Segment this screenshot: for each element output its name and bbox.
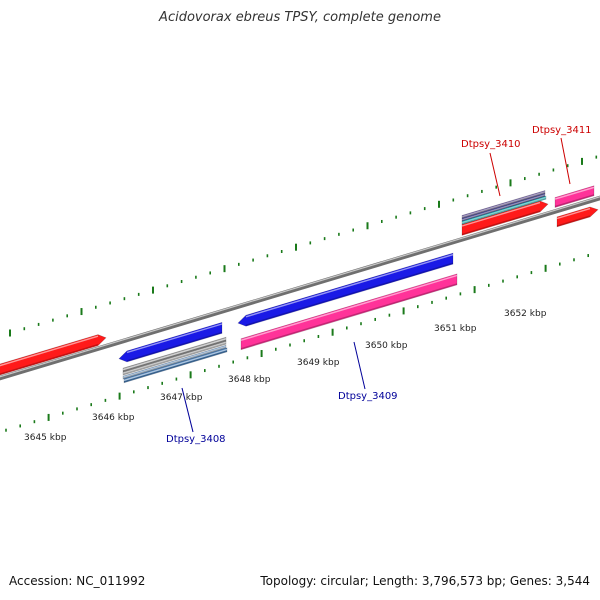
gene-track-purple (461, 190, 546, 219)
gene-label-dtpsy-3409: Dtpsy_3409 (338, 391, 398, 402)
gene-feature-pink-right (554, 185, 595, 208)
gene-feature-dtpsy-3410 (461, 200, 549, 236)
scale-label: 3651 kbp (434, 324, 477, 334)
gene-callout-line (181, 387, 194, 433)
gene-label-dtpsy-3410: Dtpsy_3410 (461, 139, 521, 150)
gene-feature-blue-left (118, 321, 223, 363)
gene-callout-line (489, 152, 501, 197)
gene-callout-line (353, 341, 366, 390)
gene-labels: Dtpsy_3408 Dtpsy_3409 Dtpsy_3410 Dtpsy_3411 (166, 125, 592, 445)
backbone-line (0, 195, 600, 381)
gene-label-dtpsy-3411: Dtpsy_3411 (532, 125, 592, 136)
genome-backbone (0, 195, 600, 381)
scale-label: 3650 kbp (365, 341, 408, 351)
map-title: Acidovorax ebreus TPSY, complete genome (159, 10, 441, 25)
scale-label: 3647 kbp (160, 393, 203, 403)
gene-feature-dtpsy-3408 (123, 347, 228, 384)
gene-feature-blue-long (237, 252, 454, 327)
scale-label: 3648 kbp (228, 375, 271, 385)
gene-feature-dtpsy-3411 (556, 206, 599, 228)
scale-label: 3645 kbp (24, 433, 67, 443)
gene-features (0, 185, 599, 384)
scale-label: 3652 kbp (504, 309, 547, 319)
gene-track-cyan (461, 195, 547, 225)
gene-track-light-steel (122, 344, 227, 380)
gene-feature-red-left (0, 334, 107, 376)
scale-ticks (5, 155, 598, 432)
accession-text: Accession: NC_011992 (9, 574, 146, 588)
genome-summary-text: Topology: circular; Length: 3,796,573 bp… (260, 574, 590, 588)
gene-track-dark (461, 193, 546, 222)
gene-callout-line (560, 137, 571, 185)
scale-label: 3646 kbp (92, 413, 135, 423)
backbone-highlight (0, 196, 600, 378)
scale-label: 3649 kbp (297, 358, 340, 368)
gene-track-gray (122, 340, 227, 376)
scale-labels: 3645 kbp 3646 kbp 3647 kbp 3648 kbp 3649 kbp… (24, 309, 547, 443)
gene-label-dtpsy-3408: Dtpsy_3408 (166, 434, 226, 445)
gene-feature-dtpsy-3409 (240, 273, 458, 351)
gene-track-gray-dark (122, 336, 227, 373)
